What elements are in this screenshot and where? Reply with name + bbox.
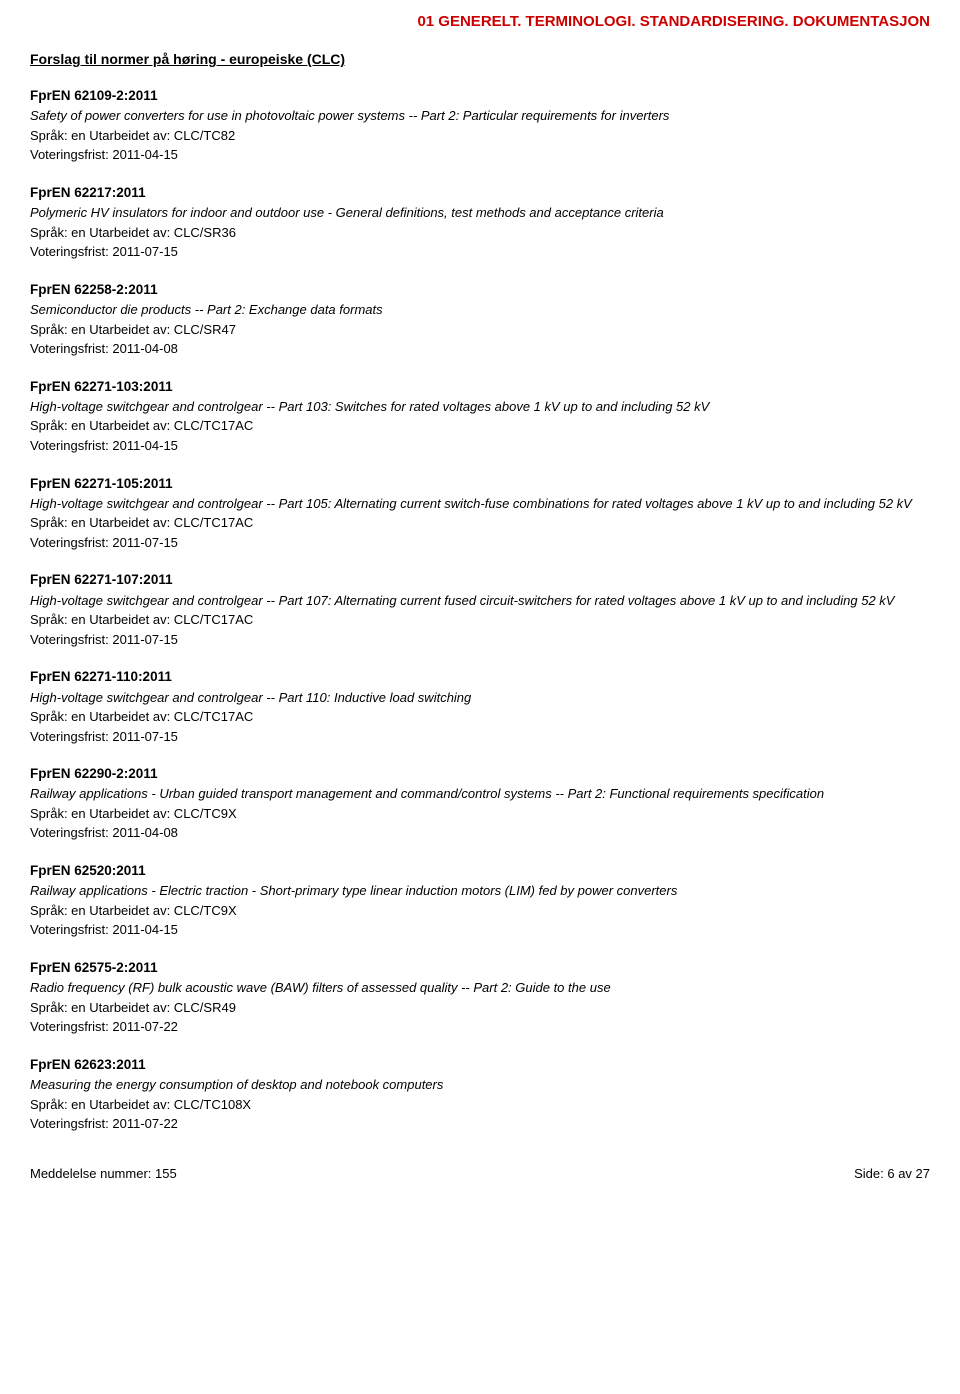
footer-left: Meddelelse nummer: 155 bbox=[30, 1165, 177, 1183]
entry-vote-deadline: Voteringsfrist: 2011-07-15 bbox=[30, 243, 930, 261]
entry-code: FprEN 62271-107:2011 bbox=[30, 571, 930, 589]
standard-entry: FprEN 62109-2:2011 Safety of power conver… bbox=[30, 87, 930, 164]
standard-entry: FprEN 62217:2011 Polymeric HV insulators … bbox=[30, 184, 930, 261]
entry-description: Semiconductor die products -- Part 2: Ex… bbox=[30, 301, 930, 319]
entry-description: High-voltage switchgear and controlgear … bbox=[30, 495, 930, 513]
entry-description: Radio frequency (RF) bulk acoustic wave … bbox=[30, 979, 930, 997]
entry-code: FprEN 62623:2011 bbox=[30, 1056, 930, 1074]
entry-code: FprEN 62271-105:2011 bbox=[30, 475, 930, 493]
entry-meta: Språk: en Utarbeidet av: CLC/TC108X bbox=[30, 1096, 930, 1114]
entry-code: FprEN 62290-2:2011 bbox=[30, 765, 930, 783]
entry-meta: Språk: en Utarbeidet av: CLC/TC17AC bbox=[30, 611, 930, 629]
entry-code: FprEN 62109-2:2011 bbox=[30, 87, 930, 105]
entry-vote-deadline: Voteringsfrist: 2011-07-15 bbox=[30, 631, 930, 649]
page-header-title: 01 GENERELT. TERMINOLOGI. STANDARDISERIN… bbox=[30, 12, 930, 32]
entry-vote-deadline: Voteringsfrist: 2011-04-08 bbox=[30, 340, 930, 358]
entry-code: FprEN 62271-110:2011 bbox=[30, 668, 930, 686]
entries-list: FprEN 62109-2:2011 Safety of power conver… bbox=[30, 87, 930, 1132]
entry-vote-deadline: Voteringsfrist: 2011-04-15 bbox=[30, 437, 930, 455]
standard-entry: FprEN 62520:2011 Railway applications - E… bbox=[30, 862, 930, 939]
entry-description: Measuring the energy consumption of desk… bbox=[30, 1076, 930, 1094]
entry-meta: Språk: en Utarbeidet av: CLC/TC17AC bbox=[30, 417, 930, 435]
standard-entry: FprEN 62575-2:2011 Radio frequency (RF) b… bbox=[30, 959, 930, 1036]
section-title: Forslag til normer på høring - europeisk… bbox=[30, 50, 930, 69]
entry-code: FprEN 62575-2:2011 bbox=[30, 959, 930, 977]
entry-vote-deadline: Voteringsfrist: 2011-07-15 bbox=[30, 534, 930, 552]
entry-vote-deadline: Voteringsfrist: 2011-07-22 bbox=[30, 1018, 930, 1036]
page-footer: Meddelelse nummer: 155 Side: 6 av 27 bbox=[30, 1165, 930, 1183]
standard-entry: FprEN 62623:2011 Measuring the energy con… bbox=[30, 1056, 930, 1133]
entry-meta: Språk: en Utarbeidet av: CLC/SR49 bbox=[30, 999, 930, 1017]
footer-right: Side: 6 av 27 bbox=[854, 1165, 930, 1183]
entry-meta: Språk: en Utarbeidet av: CLC/SR36 bbox=[30, 224, 930, 242]
entry-description: High-voltage switchgear and controlgear … bbox=[30, 689, 930, 707]
entry-meta: Språk: en Utarbeidet av: CLC/TC17AC bbox=[30, 708, 930, 726]
entry-description: Railway applications - Electric traction… bbox=[30, 882, 930, 900]
entry-code: FprEN 62217:2011 bbox=[30, 184, 930, 202]
entry-code: FprEN 62271-103:2011 bbox=[30, 378, 930, 396]
entry-meta: Språk: en Utarbeidet av: CLC/TC82 bbox=[30, 127, 930, 145]
entry-meta: Språk: en Utarbeidet av: CLC/TC17AC bbox=[30, 514, 930, 532]
entry-vote-deadline: Voteringsfrist: 2011-04-15 bbox=[30, 921, 930, 939]
entry-meta: Språk: en Utarbeidet av: CLC/TC9X bbox=[30, 902, 930, 920]
standard-entry: FprEN 62271-110:2011 High-voltage switchg… bbox=[30, 668, 930, 745]
entry-description: Railway applications - Urban guided tran… bbox=[30, 785, 930, 803]
entry-description: Polymeric HV insulators for indoor and o… bbox=[30, 204, 930, 222]
entry-description: Safety of power converters for use in ph… bbox=[30, 107, 930, 125]
entry-code: FprEN 62520:2011 bbox=[30, 862, 930, 880]
entry-vote-deadline: Voteringsfrist: 2011-07-15 bbox=[30, 728, 930, 746]
entry-vote-deadline: Voteringsfrist: 2011-04-15 bbox=[30, 146, 930, 164]
standard-entry: FprEN 62271-103:2011 High-voltage switchg… bbox=[30, 378, 930, 455]
standard-entry: FprEN 62271-105:2011 High-voltage switchg… bbox=[30, 475, 930, 552]
entry-vote-deadline: Voteringsfrist: 2011-07-22 bbox=[30, 1115, 930, 1133]
standard-entry: FprEN 62290-2:2011 Railway applications -… bbox=[30, 765, 930, 842]
entry-code: FprEN 62258-2:2011 bbox=[30, 281, 930, 299]
entry-description: High-voltage switchgear and controlgear … bbox=[30, 592, 930, 610]
entry-vote-deadline: Voteringsfrist: 2011-04-08 bbox=[30, 824, 930, 842]
standard-entry: FprEN 62271-107:2011 High-voltage switchg… bbox=[30, 571, 930, 648]
entry-description: High-voltage switchgear and controlgear … bbox=[30, 398, 930, 416]
entry-meta: Språk: en Utarbeidet av: CLC/TC9X bbox=[30, 805, 930, 823]
standard-entry: FprEN 62258-2:2011 Semiconductor die prod… bbox=[30, 281, 930, 358]
entry-meta: Språk: en Utarbeidet av: CLC/SR47 bbox=[30, 321, 930, 339]
